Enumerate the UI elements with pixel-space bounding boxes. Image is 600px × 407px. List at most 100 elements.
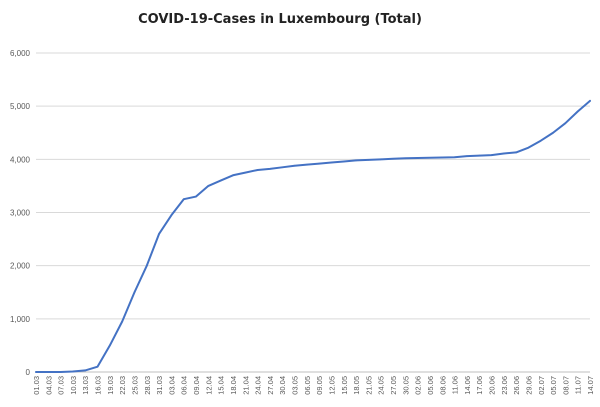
- x-tick-label: 13.03: [81, 376, 90, 395]
- data-point: [453, 156, 456, 159]
- x-tick-label: 08.07: [561, 376, 570, 395]
- x-tick-label: 28.03: [143, 376, 152, 395]
- x-tick-label: 22.03: [118, 376, 127, 395]
- data-point: [121, 320, 123, 323]
- x-tick-label: 06.05: [303, 376, 312, 395]
- x-tick-label: 18.05: [352, 376, 361, 395]
- data-point: [207, 185, 210, 187]
- x-tick-label: 15.05: [340, 376, 349, 395]
- data-point: [35, 371, 37, 373]
- data-point: [539, 139, 542, 142]
- data-point: [429, 156, 431, 159]
- x-tick-label: 31.03: [155, 376, 164, 395]
- x-tick-label: 02.07: [537, 376, 546, 395]
- x-tick-label: 10.03: [69, 376, 78, 395]
- x-tick-label: 24.04: [254, 376, 263, 395]
- data-point: [367, 159, 370, 161]
- x-tick-label: 21.05: [364, 376, 373, 395]
- y-tick-label: 1,000: [10, 315, 31, 324]
- x-tick-label: 03.05: [291, 376, 300, 395]
- x-tick-label: 27.04: [266, 376, 275, 395]
- y-tick-label: 5,000: [10, 102, 31, 111]
- data-point: [72, 370, 74, 373]
- data-point: [379, 158, 382, 161]
- x-tick-label: 11.07: [574, 376, 583, 394]
- series-line-total-cases: [35, 99, 591, 373]
- x-tick-label: 25.03: [130, 376, 139, 395]
- data-point: [355, 159, 357, 162]
- x-tick-label: 08.06: [438, 376, 447, 395]
- data-point: [441, 156, 444, 159]
- data-point: [96, 365, 99, 368]
- x-tick-label: 09.05: [315, 376, 324, 395]
- x-tick-label: 06.04: [180, 376, 189, 395]
- data-point: [318, 162, 320, 165]
- x-tick-label: 30.05: [401, 376, 410, 395]
- data-point: [59, 371, 62, 373]
- x-tick-label: 24.05: [377, 376, 386, 395]
- data-point: [281, 166, 284, 169]
- data-point: [306, 163, 308, 166]
- chart-title: COVID-19-Cases in Luxembourg (Total): [138, 12, 422, 27]
- x-tick-label: 18.04: [229, 376, 238, 395]
- data-point: [232, 174, 234, 177]
- data-point: [330, 161, 333, 164]
- x-tick-label: 09.04: [192, 376, 201, 395]
- data-point: [158, 232, 160, 235]
- x-tick-label: 17.06: [475, 376, 484, 395]
- data-point: [146, 264, 148, 267]
- x-tick-label: 15.04: [217, 376, 226, 395]
- x-tick-label: 12.04: [204, 376, 213, 395]
- data-point: [392, 158, 394, 160]
- data-point: [47, 371, 50, 373]
- data-point: [564, 122, 567, 124]
- x-tick-label: 27.05: [389, 376, 398, 395]
- x-tick-label: 21.04: [241, 376, 250, 395]
- y-tick-label: 3,000: [10, 209, 31, 218]
- x-tick-label: 05.06: [426, 376, 435, 395]
- x-tick-label: 29.06: [524, 376, 533, 395]
- x-tick-label: 20.06: [488, 376, 497, 395]
- y-tick-label: 4,000: [10, 155, 31, 164]
- x-tick-label: 02.06: [414, 376, 423, 395]
- x-tick-label: 01.03: [32, 376, 41, 395]
- y-tick-label: 0: [26, 368, 31, 377]
- data-point: [490, 154, 493, 156]
- data-point: [416, 157, 419, 159]
- x-tick-label: 11.06: [451, 376, 460, 394]
- data-point: [269, 168, 271, 170]
- data-point: [84, 369, 87, 372]
- data-point: [515, 151, 517, 154]
- x-tick-label: 07.03: [57, 376, 66, 395]
- x-tick-label: 26.06: [512, 376, 521, 395]
- data-point: [219, 179, 222, 182]
- data-point: [109, 344, 111, 347]
- y-tick-label: 6,000: [10, 49, 31, 58]
- data-point: [170, 214, 173, 216]
- data-point: [478, 154, 481, 157]
- x-tick-label: 23.06: [500, 376, 509, 395]
- data-point: [244, 171, 247, 174]
- x-tick-label: 14.06: [463, 376, 472, 395]
- data-point: [256, 169, 259, 171]
- data-point: [576, 110, 579, 113]
- x-tick-label: 05.07: [549, 376, 558, 395]
- data-point: [182, 198, 185, 201]
- data-point: [552, 131, 554, 134]
- data-point: [503, 152, 505, 155]
- data-point: [404, 157, 407, 160]
- x-tick-label: 19.03: [106, 376, 115, 395]
- data-point: [133, 291, 136, 294]
- data-point: [293, 164, 296, 167]
- data-point: [527, 146, 530, 149]
- x-tick-label: 12.05: [327, 376, 336, 395]
- y-tick-label: 2,000: [10, 262, 31, 271]
- data-point: [466, 155, 468, 157]
- data-point: [589, 100, 591, 102]
- x-tick-label: 14.07: [586, 376, 595, 395]
- x-tick-label: 03.04: [167, 376, 176, 395]
- x-tick-label: 16.03: [94, 376, 103, 395]
- data-point: [195, 195, 197, 198]
